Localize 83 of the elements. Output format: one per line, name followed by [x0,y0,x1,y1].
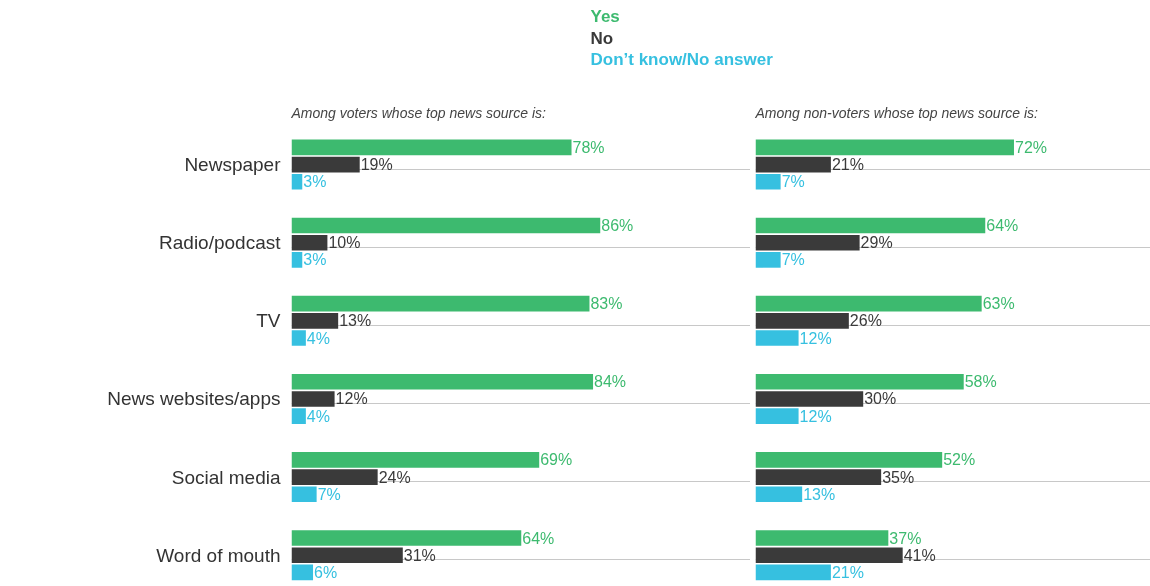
bar [755,408,799,424]
bar [755,313,849,329]
data-label: 78% [572,138,605,156]
y-tick-label: Social media [171,466,281,488]
data-label: 30% [864,390,897,408]
data-label: 64% [986,217,1019,235]
data-label: 3% [303,173,327,191]
data-label: 7% [781,251,805,269]
chart-title: Among non-voters whose top news source is: [754,104,1039,121]
y-tick-label: Radio/podcast [159,232,282,254]
y-tick-label: Word of mouth [156,544,281,566]
data-label: 3% [303,251,327,269]
data-label: 21% [831,156,864,174]
data-label: 4% [306,329,330,347]
bar [755,252,781,268]
data-label: 24% [378,468,411,486]
data-label: 10% [328,234,361,252]
bar [755,530,889,546]
bar [291,217,601,234]
data-label: 72% [1014,138,1048,156]
bar [755,139,1014,156]
data-label: 21% [831,563,864,581]
data-label: 12% [799,407,832,425]
bar [755,564,831,581]
data-label: 35% [882,468,915,486]
text: Yes [590,7,620,26]
data-label: 64% [522,529,555,547]
bar [291,156,360,173]
text: Don’t know/No answer [590,50,774,69]
data-label: 13% [803,485,836,503]
data-label: 13% [339,312,372,330]
bar [755,486,803,503]
data-label: 19% [360,156,393,174]
bar [755,391,864,407]
y-tick-label: TV [256,310,281,332]
bar [755,156,831,173]
bar [755,234,860,251]
y-tick-label: News websites/apps [107,388,281,410]
bar [291,173,303,190]
text: No [590,28,614,48]
bar [291,408,306,424]
bar [291,139,572,156]
bar [291,373,594,390]
bar [291,547,403,564]
bar [291,564,314,581]
data-label: 29% [860,234,893,252]
bar [755,295,982,312]
data-label: 31% [403,546,436,564]
bar [291,313,339,329]
bar [291,486,317,503]
y-tick-label: Newspaper [184,154,282,176]
bar [755,173,781,190]
bar [291,469,378,485]
data-label: 86% [601,217,634,235]
data-label: 26% [849,312,882,330]
bar [291,252,303,268]
bar [755,452,943,468]
data-label: 84% [594,373,627,391]
data-label: 7% [317,485,341,503]
data-label: 69% [540,451,573,469]
data-label: 58% [964,373,997,391]
bar [755,330,799,346]
data-label: 12% [335,390,368,408]
bar [755,217,986,234]
bar [755,373,964,390]
bar [291,234,328,251]
data-label: 83% [590,295,623,313]
bar [291,330,306,346]
data-label: 52% [943,451,976,469]
data-label: 4% [306,407,330,425]
data-label: 12% [799,329,832,347]
bar [291,295,590,312]
bar [755,547,903,564]
data-label: 63% [982,295,1015,313]
bar [291,391,335,407]
data-label: 41% [903,546,936,564]
bar [755,469,882,485]
data-label: 7% [781,173,805,191]
bar [291,530,522,546]
chart-title: Among voters whose top news source is: [290,104,547,121]
bar [291,452,540,468]
data-label: 6% [314,563,338,581]
data-label: 37% [889,529,922,547]
